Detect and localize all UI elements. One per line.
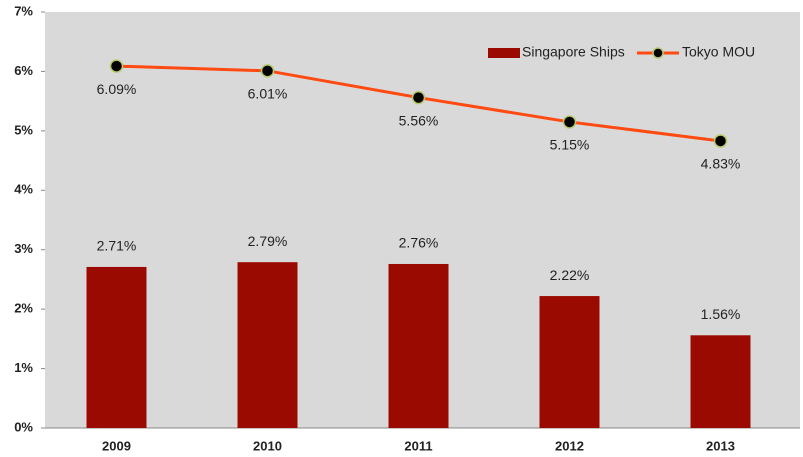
x-tick-label: 2013	[706, 438, 735, 453]
legend-swatch	[488, 48, 520, 58]
line-marker	[713, 134, 728, 148]
line-label: 5.15%	[550, 137, 590, 153]
bar	[539, 296, 600, 428]
bar	[690, 335, 751, 428]
y-tick-label: 4%	[14, 182, 33, 197]
x-tick-label: 2012	[555, 438, 584, 453]
y-tick-label: 2%	[14, 301, 33, 316]
bar	[237, 262, 298, 428]
x-tick-label: 2010	[253, 438, 282, 453]
y-tick-label: 5%	[14, 122, 33, 137]
legend-marker	[652, 47, 664, 59]
line-marker	[260, 64, 275, 78]
y-tick-label: 0%	[14, 419, 33, 434]
bar-label: 2.79%	[248, 233, 288, 249]
line-marker	[562, 115, 577, 129]
x-tick-label: 2011	[404, 438, 432, 453]
line-label: 6.01%	[248, 86, 288, 102]
y-tick-label: 7%	[14, 3, 33, 18]
line-label: 5.56%	[399, 112, 439, 128]
legend-label: Tokyo MOU	[682, 44, 755, 60]
legend-label: Singapore Ships	[522, 44, 625, 60]
bar	[86, 266, 147, 428]
x-tick-label: 2009	[102, 438, 131, 453]
bar-label: 2.22%	[550, 267, 590, 283]
line-marker	[411, 90, 426, 105]
bar	[388, 263, 449, 428]
bar-label: 2.76%	[399, 235, 439, 251]
bar-label: 1.56%	[701, 306, 741, 322]
line-label: 4.83%	[701, 156, 741, 172]
y-tick-label: 3%	[14, 241, 33, 256]
bar-label: 2.71%	[97, 238, 137, 254]
y-tick-label: 1%	[14, 360, 33, 375]
line-marker	[109, 59, 124, 73]
y-tick-label: 6%	[14, 63, 33, 78]
line-label: 6.09%	[97, 81, 137, 97]
